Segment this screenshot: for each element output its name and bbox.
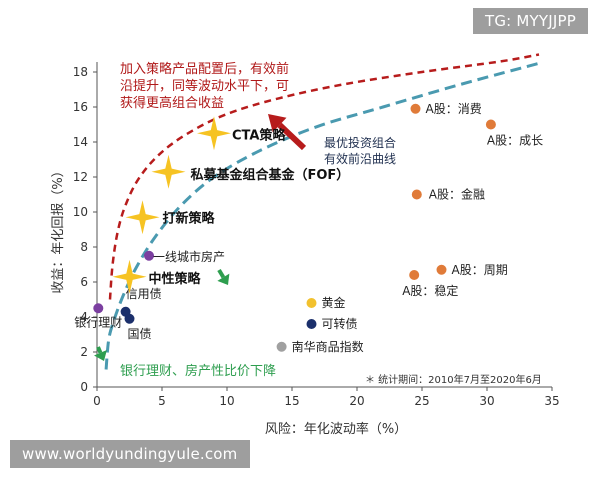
star-2 — [125, 200, 160, 235]
footnote: ＊ 统计期间：2010年7月至2020年6月 — [365, 373, 542, 386]
star-1 — [151, 154, 186, 189]
point-label-6: 南华商品指数 — [292, 339, 364, 354]
point-label-4: 黄金 — [322, 295, 346, 310]
navy-note-line-2: 有效前沿曲线 — [324, 151, 396, 166]
point-label-9: A股：金融 — [429, 187, 485, 202]
teal-frontier-curve — [104, 61, 540, 370]
point-9 — [411, 189, 422, 200]
x-tick-label: 0 — [93, 394, 101, 408]
green-arrow-wealth-shaft — [96, 346, 103, 354]
x-tick-label: 30 — [479, 394, 494, 408]
watermark-top-right: TG: MYYJJPP — [472, 8, 588, 34]
x-tick-label: 20 — [349, 394, 364, 408]
y-tick-label: 18 — [73, 65, 88, 79]
green-arrow-property-head — [217, 273, 230, 285]
point-label-11: A股：稳定 — [402, 283, 458, 298]
point-4 — [306, 298, 317, 308]
point-label-8: A股：成长 — [487, 134, 543, 148]
y-axis-label: 收益：年化回报（%） — [51, 164, 66, 293]
x-axis-label: 风险：年化波动率（%） — [265, 421, 407, 437]
point-label-1: 国债 — [128, 327, 152, 341]
navy-note-line-1: 最优投资组合 — [324, 135, 396, 150]
point-10 — [436, 264, 447, 275]
green-arrow-wealth-head — [94, 349, 107, 361]
green-note: 银行理财、房产性比价下降 — [120, 363, 276, 379]
y-tick-label: 4 — [80, 310, 88, 324]
x-tick-label: 5 — [158, 394, 166, 408]
arrows — [94, 114, 307, 361]
point-label-0: 银行理财 — [74, 315, 122, 329]
point-label-2: 信用债 — [126, 287, 162, 301]
star-0 — [197, 116, 231, 151]
green-arrow-property-shaft — [217, 268, 226, 279]
point-5 — [306, 319, 317, 329]
x-tick-label: 15 — [284, 394, 299, 408]
point-label-3: 一线城市房产 — [153, 249, 225, 264]
point-label-5: 可转债 — [322, 316, 358, 331]
watermark-bottom-left: www.worldyundingyule.com — [10, 440, 250, 468]
point-3 — [144, 250, 154, 261]
star-label-0: CTA策略 — [232, 127, 286, 143]
x-tick-label: 35 — [544, 394, 559, 408]
frontier-curves — [104, 53, 540, 370]
point-2 — [120, 306, 131, 317]
y-tick-label: 2 — [80, 345, 88, 359]
red-arrow-shaft — [277, 122, 307, 151]
star-label-3: 中性策略 — [149, 271, 202, 287]
star-label-2: 打新策略 — [163, 210, 216, 226]
point-label-7: A股：消费 — [426, 102, 482, 116]
red-frontier-curve — [108, 53, 540, 300]
point-label-10: A股：周期 — [452, 263, 508, 277]
x-tick-label: 10 — [219, 394, 234, 408]
red-note-line-3: 获得更高组合收益 — [120, 95, 224, 111]
red-arrow-head — [268, 114, 287, 133]
star-label-1: 私募基金组合基金（FOF） — [191, 167, 350, 183]
star-3 — [112, 259, 147, 294]
y-tick-label: 8 — [80, 240, 88, 254]
point-8 — [485, 119, 496, 130]
point-0 — [93, 303, 104, 314]
red-note-line-2: 沿提升，同等波动水平下，可 — [120, 78, 289, 94]
y-tick-label: 0 — [80, 380, 88, 394]
point-7 — [410, 103, 421, 114]
x-tick-label: 25 — [414, 394, 429, 408]
axes: 0 5 10 15 20 25 30 35 0 2 4 6 8 10 12 14 16 18 — [73, 62, 560, 408]
point-11 — [409, 270, 420, 280]
red-note-line-1: 加入策略产品配置后，有效前 — [120, 61, 289, 77]
y-tick-label: 6 — [80, 275, 88, 289]
y-tick-label: 16 — [73, 100, 88, 114]
y-tick-label: 12 — [73, 170, 88, 184]
point-6 — [276, 341, 287, 352]
y-tick-label: 14 — [73, 135, 88, 149]
y-tick-label: 10 — [73, 205, 88, 219]
